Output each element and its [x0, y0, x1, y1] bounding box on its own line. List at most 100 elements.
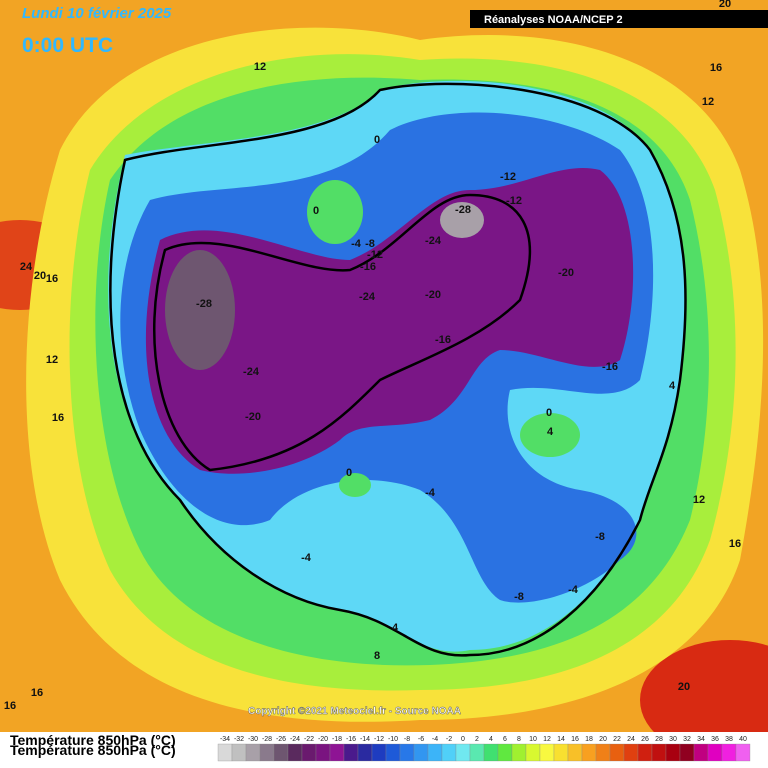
legend-value: -10: [388, 736, 398, 743]
warm-area: [640, 640, 768, 760]
legend-swatch: [371, 743, 387, 762]
zone-coldest: [440, 202, 484, 238]
legend-value: 26: [641, 736, 649, 743]
contour-label: 16: [4, 700, 16, 712]
contour-label: -24: [359, 291, 376, 303]
legend-value: 20: [599, 736, 607, 743]
legend-swatch: [623, 743, 639, 762]
legend-value: 16: [571, 736, 579, 743]
contour-label: -8: [514, 591, 524, 603]
contour-label: 4: [392, 622, 399, 634]
legend-swatch: [665, 743, 681, 762]
contour-label: -8: [595, 531, 605, 543]
zone-purple: [145, 167, 634, 474]
legend-swatch: [217, 743, 233, 762]
legend-value: -26: [276, 736, 286, 743]
legend-title: Température 850hPa (°C): [10, 732, 176, 748]
legend-swatch: [245, 743, 261, 762]
contour-label: -12: [506, 195, 522, 207]
legend-swatch: [581, 743, 597, 762]
legend-swatch: [637, 743, 653, 762]
contour-label: 20: [719, 0, 731, 10]
legend-value: -32: [234, 736, 244, 743]
legend-swatch: [609, 743, 625, 762]
contour-label: 12: [46, 354, 58, 366]
legend-value: 32: [683, 736, 691, 743]
legend-value: 38: [725, 736, 733, 743]
contour-label: -16: [435, 334, 451, 346]
legend-value: -16: [346, 736, 356, 743]
contour-label: 24: [20, 261, 33, 273]
zone-coldest: [165, 250, 235, 370]
source: Réanalyses NOAA/NCEP 2: [484, 14, 623, 26]
contour-label: -12: [367, 249, 383, 261]
contour-label: 16: [729, 538, 741, 550]
contour-label: 0: [313, 205, 319, 217]
zone-green: [339, 473, 371, 497]
legend-value: 40: [739, 736, 747, 743]
legend-value: 4: [489, 736, 493, 743]
contour-line: [153, 193, 531, 472]
contour-label: 16: [710, 62, 722, 74]
legend-swatch: [287, 743, 303, 762]
source-box: [470, 10, 768, 28]
zone-green: [520, 413, 580, 457]
copyright: Copyright ©2021 Meteociel.fr - Source NO…: [248, 706, 461, 717]
contour-label: -20: [558, 267, 574, 279]
legend-value: 6: [503, 736, 507, 743]
legend-value: 0: [461, 736, 465, 743]
legend-swatch: [329, 743, 345, 762]
contour-label: 0: [374, 134, 380, 146]
legend-swatch: [679, 743, 695, 762]
legend-swatch: [357, 743, 373, 762]
contour-label: 8: [374, 650, 380, 662]
legend-swatch: [427, 743, 443, 762]
contour-label: -12: [500, 171, 516, 183]
legend-value: 18: [585, 736, 593, 743]
contour-label: -16: [360, 261, 376, 273]
contour-label: 20: [34, 270, 46, 282]
contour-label: 12: [254, 61, 266, 73]
contour-label: -4: [301, 552, 312, 564]
legend-swatch: [735, 743, 751, 762]
contour-label: -24: [425, 235, 442, 247]
contour-label: 20: [678, 681, 690, 693]
legend-value: -2: [446, 736, 452, 743]
contour-label: -28: [455, 204, 471, 216]
legend-swatch: [525, 743, 541, 762]
contour-label: -4: [351, 238, 362, 250]
contour-label: 16: [31, 687, 43, 699]
contour-label: 16: [52, 412, 64, 424]
legend-swatch: [497, 743, 513, 762]
contour-label: -4: [425, 487, 436, 499]
legend-value: 14: [557, 736, 565, 743]
legend-swatch: [595, 743, 611, 762]
contour-label: -8: [365, 238, 375, 250]
legend-value: -30: [248, 736, 258, 743]
legend-value: 12: [543, 736, 551, 743]
legend-value: 2: [475, 736, 479, 743]
contour-label: 4: [669, 380, 676, 392]
legend-value: -14: [360, 736, 370, 743]
legend-swatch: [707, 743, 723, 762]
legend-value: 34: [697, 736, 705, 743]
legend-value: 36: [711, 736, 719, 743]
legend-swatch: [483, 743, 499, 762]
legend-title: Température 850hPa (°C): [10, 742, 176, 758]
time: 0:00 UTC: [22, 34, 113, 57]
contour-label: 12: [702, 96, 714, 108]
legend-swatch: [315, 743, 331, 762]
legend-value: 10: [529, 736, 537, 743]
legend-value: -28: [262, 736, 272, 743]
contour-label: -4: [568, 584, 579, 596]
contour-label: -20: [425, 289, 441, 301]
legend-value: -12: [374, 736, 384, 743]
legend-swatch: [553, 743, 569, 762]
legend-value: 8: [517, 736, 521, 743]
legend-swatch: [231, 743, 247, 762]
contour-label: 16: [46, 273, 58, 285]
legend-value: 24: [627, 736, 635, 743]
